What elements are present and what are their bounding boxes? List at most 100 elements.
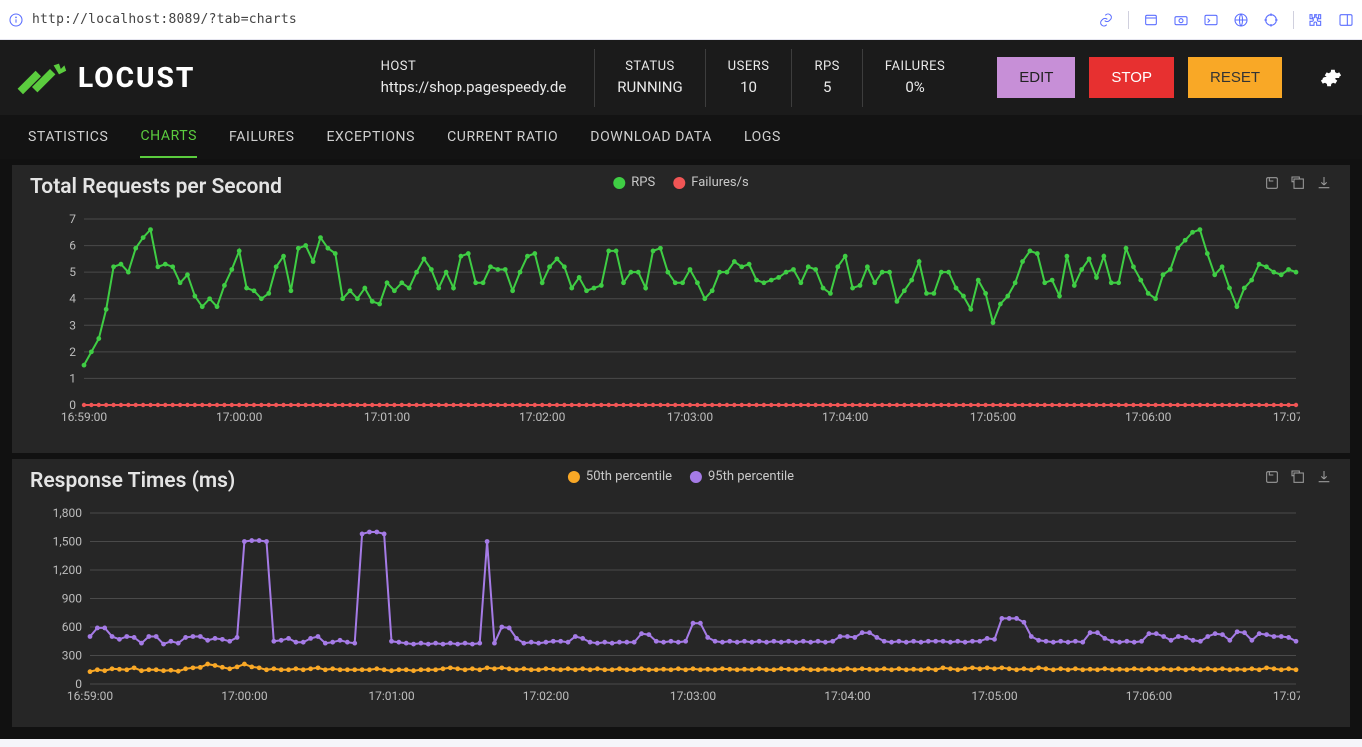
svg-text:17:07:00: 17:07:00	[1273, 689, 1300, 703]
top-bar: LOCUST HOST https://shop.pagespeedy.de S…	[0, 40, 1362, 115]
browser-address-bar: http://localhost:8089/?tab=charts	[0, 0, 1362, 40]
rps-value: 5	[823, 78, 831, 96]
sidebar-icon[interactable]	[1338, 12, 1354, 28]
camera-icon[interactable]	[1173, 12, 1189, 28]
tab-current-ratio[interactable]: CURRENT RATIO	[447, 117, 558, 157]
download-icon[interactable]	[1316, 175, 1332, 195]
save-icon[interactable]	[1264, 469, 1280, 489]
svg-text:2: 2	[69, 345, 76, 359]
users-value: 10	[740, 78, 757, 96]
target-icon[interactable]	[1263, 12, 1279, 28]
svg-text:17:02:00: 17:02:00	[523, 689, 570, 703]
globe-icon[interactable]	[1233, 12, 1249, 28]
svg-text:17:03:00: 17:03:00	[667, 410, 714, 424]
stop-button[interactable]: STOP	[1089, 57, 1174, 98]
tab-logs[interactable]: LOGS	[744, 117, 781, 157]
settings-gear-icon[interactable]	[1320, 67, 1342, 89]
svg-text:3: 3	[69, 318, 76, 332]
svg-text:5: 5	[69, 265, 76, 279]
stat-failures: FAILURES 0%	[862, 49, 967, 107]
legend-label: 95th percentile	[708, 469, 794, 484]
logo-icon	[14, 60, 68, 96]
svg-text:17:00:00: 17:00:00	[221, 689, 268, 703]
logo-text: LOCUST	[78, 61, 195, 94]
rps-label: RPS	[814, 59, 839, 74]
failures-label: FAILURES	[885, 59, 945, 74]
svg-text:17:00:00: 17:00:00	[216, 410, 263, 424]
svg-text:16:59:00: 16:59:00	[61, 410, 108, 424]
svg-text:600: 600	[62, 620, 82, 634]
terminal-icon[interactable]	[1203, 12, 1219, 28]
edit-button[interactable]: EDIT	[997, 57, 1075, 98]
link-icon[interactable]	[1098, 12, 1114, 28]
svg-text:16:59:00: 16:59:00	[67, 689, 114, 703]
svg-text:7: 7	[69, 212, 76, 226]
svg-text:17:04:00: 17:04:00	[824, 689, 871, 703]
legend-dot-icon	[690, 471, 702, 483]
svg-text:17:04:00: 17:04:00	[822, 410, 869, 424]
header-buttons: EDIT STOP RESET	[997, 57, 1342, 98]
svg-text:900: 900	[62, 592, 82, 606]
legend-item[interactable]: 95th percentile	[690, 469, 794, 484]
svg-text:4: 4	[69, 292, 76, 306]
legend-dot-icon	[568, 471, 580, 483]
legend-label: RPS	[631, 175, 655, 190]
tab-charts[interactable]: CHARTS	[140, 116, 197, 158]
panels-area: Total Requests per Second RPSFailures/s …	[0, 165, 1362, 739]
reset-button[interactable]: RESET	[1188, 57, 1282, 98]
rps-chart[interactable]: 0123456716:59:0017:00:0017:01:0017:02:00…	[30, 205, 1332, 445]
svg-text:17:05:00: 17:05:00	[970, 410, 1017, 424]
info-icon	[8, 12, 24, 28]
puzzle-icon[interactable]	[1308, 12, 1324, 28]
host-label: HOST	[381, 59, 417, 74]
tab-download-data[interactable]: DOWNLOAD DATA	[590, 117, 712, 157]
tab-statistics[interactable]: STATISTICS	[28, 117, 108, 157]
stat-status: STATUS RUNNING	[594, 49, 704, 107]
svg-text:300: 300	[62, 649, 82, 663]
svg-text:1,500: 1,500	[53, 535, 83, 549]
legend-item[interactable]: Failures/s	[673, 175, 749, 190]
legend-item[interactable]: 50th percentile	[568, 469, 672, 484]
svg-text:1: 1	[69, 371, 76, 385]
app-root: LOCUST HOST https://shop.pagespeedy.de S…	[0, 40, 1362, 739]
response-times-chart[interactable]: 03006009001,2001,5001,80016:59:0017:00:0…	[30, 499, 1332, 719]
svg-text:1,200: 1,200	[53, 563, 83, 577]
restore-icon[interactable]	[1290, 175, 1306, 195]
svg-text:1,800: 1,800	[53, 506, 83, 520]
host-value: https://shop.pagespeedy.de	[381, 78, 567, 96]
tabs-bar: STATISTICS CHARTS FAILURES EXCEPTIONS CU…	[0, 115, 1362, 159]
stat-host: HOST https://shop.pagespeedy.de	[381, 49, 595, 107]
locust-logo: LOCUST	[14, 60, 195, 96]
chart-panel-rps: Total Requests per Second RPSFailures/s …	[12, 165, 1350, 453]
chart-legend: RPS Failures/s	[613, 175, 748, 190]
users-label: USERS	[728, 59, 770, 74]
url-text[interactable]: http://localhost:8089/?tab=charts	[32, 12, 1090, 27]
legend-dot-icon	[613, 177, 625, 189]
legend-label: 50th percentile	[586, 469, 672, 484]
panel-icon[interactable]	[1143, 12, 1159, 28]
header-stats: HOST https://shop.pagespeedy.de STATUS R…	[381, 49, 968, 107]
svg-text:6: 6	[69, 239, 76, 253]
svg-text:17:06:00: 17:06:00	[1125, 410, 1172, 424]
restore-icon[interactable]	[1290, 469, 1306, 489]
chart-toolbar	[1264, 175, 1332, 195]
download-icon[interactable]	[1316, 469, 1332, 489]
tab-exceptions[interactable]: EXCEPTIONS	[327, 117, 416, 157]
svg-text:17:01:00: 17:01:00	[368, 689, 415, 703]
status-label: STATUS	[625, 59, 675, 74]
failures-value: 0%	[905, 78, 924, 96]
tab-failures[interactable]: FAILURES	[229, 117, 294, 157]
svg-text:17:07:00: 17:07:00	[1273, 410, 1300, 424]
legend-item[interactable]: RPS	[613, 175, 655, 190]
legend-dot-icon	[673, 177, 685, 189]
save-icon[interactable]	[1264, 175, 1280, 195]
browser-toolbar-right	[1098, 11, 1354, 29]
svg-text:17:06:00: 17:06:00	[1126, 689, 1173, 703]
chart-panel-response-times: Response Times (ms) 50th percentile95th …	[12, 459, 1350, 727]
svg-text:17:05:00: 17:05:00	[971, 689, 1018, 703]
chart-legend: 50th percentile 95th percentile	[568, 469, 794, 484]
stat-users: USERS 10	[705, 49, 792, 107]
chart-toolbar	[1264, 469, 1332, 489]
legend-label: Failures/s	[691, 175, 749, 190]
status-value: RUNNING	[617, 78, 682, 96]
